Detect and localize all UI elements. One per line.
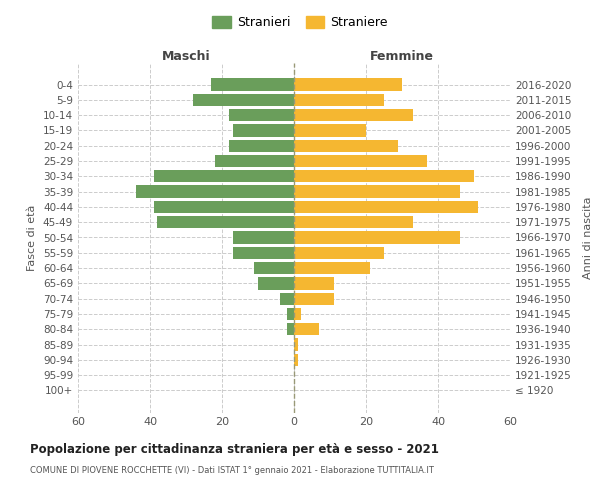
Y-axis label: Anni di nascita: Anni di nascita: [583, 196, 593, 278]
Bar: [294, 262, 370, 274]
Bar: [294, 338, 298, 350]
Bar: [294, 201, 478, 213]
Bar: [294, 78, 402, 90]
Bar: [294, 109, 413, 121]
Bar: [294, 155, 427, 167]
Text: Popolazione per cittadinanza straniera per età e sesso - 2021: Popolazione per cittadinanza straniera p…: [30, 442, 439, 456]
Bar: [229, 109, 294, 121]
Bar: [154, 170, 294, 182]
Bar: [229, 140, 294, 152]
Bar: [215, 155, 294, 167]
Bar: [287, 323, 294, 336]
Bar: [136, 186, 294, 198]
Bar: [294, 186, 460, 198]
Bar: [294, 278, 334, 289]
Bar: [294, 292, 334, 305]
Bar: [294, 94, 384, 106]
Text: Maschi: Maschi: [161, 50, 211, 62]
Y-axis label: Fasce di età: Fasce di età: [28, 204, 37, 270]
Bar: [294, 323, 319, 336]
Bar: [258, 278, 294, 289]
Bar: [294, 170, 474, 182]
Bar: [254, 262, 294, 274]
Bar: [294, 140, 398, 152]
Bar: [233, 246, 294, 259]
Bar: [294, 246, 384, 259]
Text: Femmine: Femmine: [370, 50, 434, 62]
Bar: [294, 354, 298, 366]
Legend: Stranieri, Straniere: Stranieri, Straniere: [207, 11, 393, 34]
Bar: [294, 308, 301, 320]
Bar: [233, 124, 294, 136]
Bar: [287, 308, 294, 320]
Bar: [193, 94, 294, 106]
Text: COMUNE DI PIOVENE ROCCHETTE (VI) - Dati ISTAT 1° gennaio 2021 - Elaborazione TUT: COMUNE DI PIOVENE ROCCHETTE (VI) - Dati …: [30, 466, 434, 475]
Bar: [294, 216, 413, 228]
Bar: [280, 292, 294, 305]
Bar: [211, 78, 294, 90]
Bar: [154, 201, 294, 213]
Bar: [233, 232, 294, 243]
Bar: [294, 124, 366, 136]
Bar: [294, 232, 460, 243]
Bar: [157, 216, 294, 228]
